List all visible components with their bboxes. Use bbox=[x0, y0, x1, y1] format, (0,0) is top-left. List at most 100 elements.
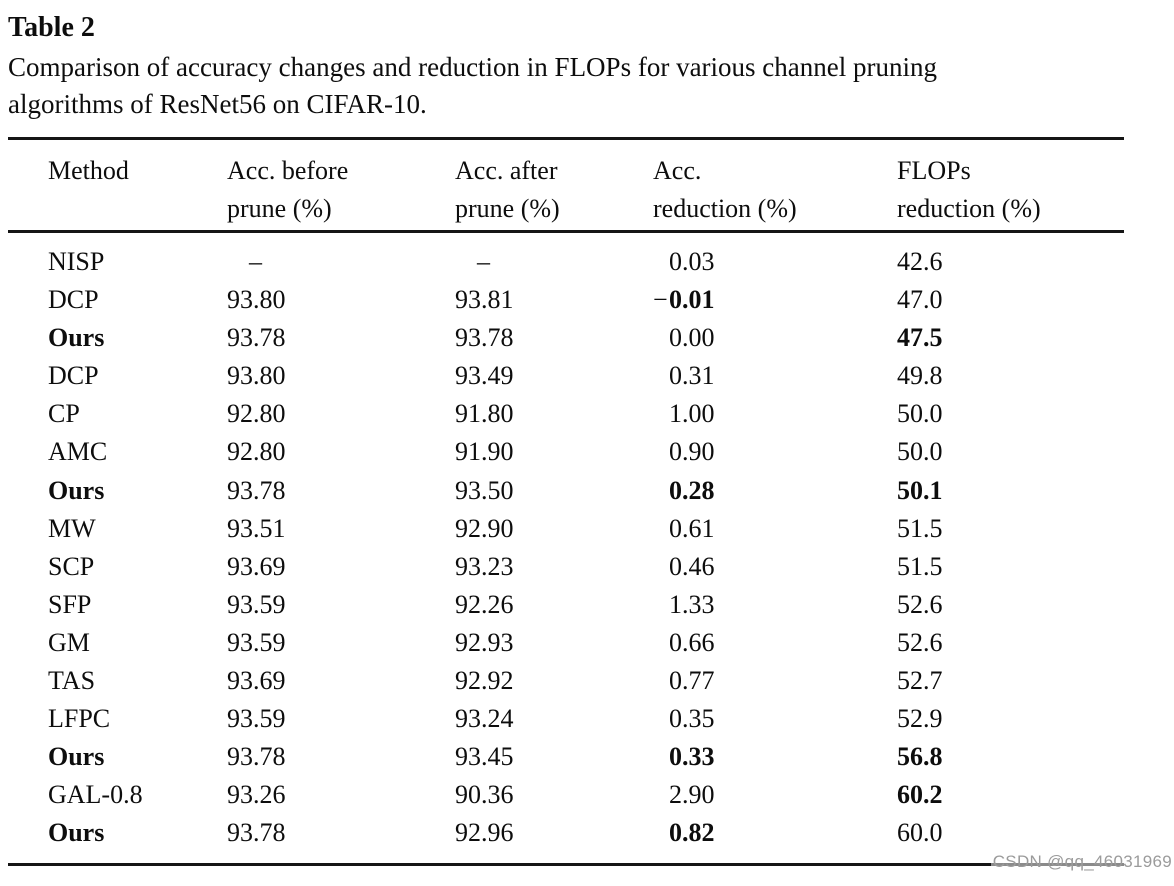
header-cell-acc-reduction: Acc. reduction (%) bbox=[653, 156, 797, 223]
cell-method: LFPC bbox=[48, 704, 111, 734]
cell-acc-after: 93.45 bbox=[455, 742, 514, 772]
cell-method: Ours bbox=[48, 742, 105, 772]
table-row: CP 92.80 91.80 1.00 50.0 bbox=[8, 395, 1124, 433]
cell-flops-reduction: 50.0 bbox=[897, 399, 943, 429]
cell-acc-reduction: −0.01 bbox=[653, 285, 715, 315]
cell-acc-reduction: 0.90 bbox=[669, 437, 715, 467]
table-row: NISP – – 0.03 42.6 bbox=[8, 243, 1124, 281]
cell-acc-before: 93.80 bbox=[227, 285, 286, 315]
table-row: Ours 93.78 93.78 0.00 47.5 bbox=[8, 319, 1124, 357]
cell-acc-reduction: 0.77 bbox=[669, 666, 715, 696]
cell-acc-before: 93.26 bbox=[227, 780, 286, 810]
cell-acc-reduction: 1.33 bbox=[669, 589, 715, 619]
cell-method: DCP bbox=[48, 361, 99, 391]
table-bottom-rule bbox=[8, 862, 1124, 866]
cell-acc-after: 93.23 bbox=[455, 551, 514, 581]
cell-method: DCP bbox=[48, 285, 99, 315]
cell-acc-after: 93.49 bbox=[455, 361, 514, 391]
cell-acc-before: 93.78 bbox=[227, 742, 286, 772]
cell-method: SFP bbox=[48, 589, 92, 619]
cell-acc-after: 91.90 bbox=[455, 437, 514, 467]
cell-acc-before: 92.80 bbox=[227, 399, 286, 429]
table-caption: Comparison of accuracy changes and reduc… bbox=[8, 49, 937, 123]
table-row: Ours 93.78 93.50 0.28 50.1 bbox=[8, 472, 1124, 510]
cell-acc-after: 92.90 bbox=[455, 513, 514, 543]
header-cell-acc-before: Acc. before prune (%) bbox=[227, 156, 349, 223]
cell-acc-before: 93.59 bbox=[227, 627, 286, 657]
table-row: Ours 93.78 93.45 0.33 56.8 bbox=[8, 738, 1124, 776]
cell-acc-after: 90.36 bbox=[455, 780, 514, 810]
cell-flops-reduction: 50.1 bbox=[897, 475, 943, 505]
cell-method: MW bbox=[48, 513, 96, 543]
cell-acc-reduction: 0.31 bbox=[669, 361, 715, 391]
table-row: TAS 93.69 92.92 0.77 52.7 bbox=[8, 662, 1124, 700]
table-row: SFP 93.59 92.26 1.33 52.6 bbox=[8, 586, 1124, 624]
cell-method: GAL-0.8 bbox=[48, 780, 143, 810]
cell-acc-after: 92.92 bbox=[455, 666, 514, 696]
cell-flops-reduction: 52.7 bbox=[897, 666, 943, 696]
watermark: CSDN @qq_46031969 bbox=[990, 851, 1174, 873]
caption-line: algorithms of ResNet56 on CIFAR-10. bbox=[8, 89, 427, 119]
table-row: LFPC 93.59 93.24 0.35 52.9 bbox=[8, 700, 1124, 738]
table-row: GM 93.59 92.93 0.66 52.6 bbox=[8, 624, 1124, 662]
table-row: DCP 93.80 93.49 0.31 49.8 bbox=[8, 357, 1124, 395]
table-row: AMC 92.80 91.90 0.90 50.0 bbox=[8, 433, 1124, 471]
cell-flops-reduction: 56.8 bbox=[897, 742, 943, 772]
cell-acc-reduction: 0.66 bbox=[669, 627, 715, 657]
cell-flops-reduction: 47.5 bbox=[897, 323, 943, 353]
cell-flops-reduction: 42.6 bbox=[897, 247, 943, 276]
cell-acc-before: 92.80 bbox=[227, 437, 286, 467]
cell-method: AMC bbox=[48, 437, 108, 467]
table-top-rule bbox=[8, 137, 1124, 140]
table-row: DCP 93.80 93.81 −0.01 47.0 bbox=[8, 281, 1124, 319]
cell-acc-reduction: 0.28 bbox=[669, 475, 715, 505]
header-cell-flops-reduction: FLOPs reduction (%) bbox=[897, 156, 1041, 223]
cell-flops-reduction: 60.0 bbox=[897, 818, 943, 848]
cell-method: Ours bbox=[48, 475, 105, 505]
cell-acc-before: 93.51 bbox=[227, 513, 286, 543]
cell-acc-after: 92.26 bbox=[455, 589, 514, 619]
cell-method: Ours bbox=[48, 818, 105, 848]
cell-acc-reduction: 0.82 bbox=[669, 818, 715, 848]
table-row: MW 93.51 92.90 0.61 51.5 bbox=[8, 510, 1124, 548]
data-table: Method Acc. before prune (%) Acc. after … bbox=[8, 137, 1124, 866]
cell-acc-after: 93.78 bbox=[455, 323, 514, 353]
cell-flops-reduction: 51.5 bbox=[897, 513, 943, 543]
cell-acc-reduction: 1.00 bbox=[669, 399, 715, 429]
cell-acc-after: 91.80 bbox=[455, 399, 514, 429]
cell-method: SCP bbox=[48, 551, 95, 581]
cell-acc-after: 92.96 bbox=[455, 818, 514, 848]
caption-line: Comparison of accuracy changes and reduc… bbox=[8, 52, 937, 82]
table-row: Ours 93.78 92.96 0.82 60.0 bbox=[8, 814, 1124, 852]
cell-acc-reduction: 0.35 bbox=[669, 704, 715, 734]
cell-flops-reduction: 49.8 bbox=[897, 361, 943, 391]
cell-acc-reduction: 0.33 bbox=[669, 742, 715, 772]
cell-flops-reduction: 52.9 bbox=[897, 704, 943, 734]
cell-method: GM bbox=[48, 627, 90, 657]
cell-method: Ours bbox=[48, 323, 105, 353]
cell-acc-before: 93.80 bbox=[227, 361, 286, 391]
cell-flops-reduction: 60.2 bbox=[897, 780, 943, 810]
cell-acc-reduction: 0.61 bbox=[669, 513, 715, 543]
cell-acc-before: 93.59 bbox=[227, 704, 286, 734]
table-body: NISP – – 0.03 42.6 DCP 93.80 93.81 −0.01 47.0 Ours… bbox=[8, 233, 1124, 857]
table-title: Table 2 bbox=[8, 12, 95, 43]
cell-acc-reduction: 2.90 bbox=[669, 780, 715, 810]
cell-acc-after: 93.24 bbox=[455, 704, 514, 734]
cell-flops-reduction: 52.6 bbox=[897, 627, 943, 657]
cell-flops-reduction: 50.0 bbox=[897, 437, 943, 467]
cell-acc-reduction: 0.03 bbox=[669, 247, 715, 276]
table-header-rule bbox=[8, 230, 1124, 233]
table-row: GAL-0.8 93.26 90.36 2.90 60.2 bbox=[8, 776, 1124, 814]
table-row: SCP 93.69 93.23 0.46 51.5 bbox=[8, 548, 1124, 586]
cell-flops-reduction: 52.6 bbox=[897, 589, 943, 619]
header-cell-method: Method bbox=[48, 156, 129, 185]
cell-acc-before: 93.69 bbox=[227, 551, 286, 581]
cell-acc-after: – bbox=[477, 247, 490, 276]
cell-acc-after: 93.81 bbox=[455, 285, 514, 315]
cell-acc-reduction: 0.46 bbox=[669, 551, 715, 581]
cell-acc-before: 93.69 bbox=[227, 666, 286, 696]
cell-acc-before: 93.78 bbox=[227, 475, 286, 505]
cell-acc-reduction: 0.00 bbox=[669, 323, 715, 353]
